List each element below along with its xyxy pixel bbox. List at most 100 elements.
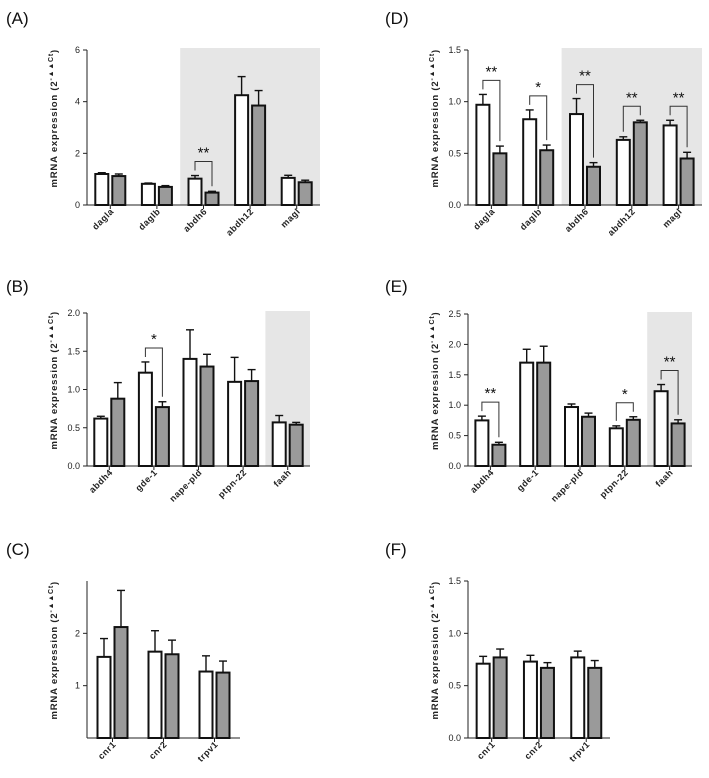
bar-treated bbox=[164, 653, 180, 739]
significance-label: ** bbox=[673, 89, 685, 106]
y-axis-label: mRNA expression (2-▲▲Ct) bbox=[429, 49, 441, 188]
y-tick-label: 1.0 bbox=[448, 628, 461, 638]
significance-bracket bbox=[576, 84, 594, 158]
bar-control bbox=[227, 380, 243, 468]
category-label: faah bbox=[272, 467, 294, 489]
bar-control bbox=[234, 94, 250, 206]
bar-treated bbox=[111, 175, 127, 206]
shaded-region bbox=[180, 48, 320, 205]
bar-treated bbox=[491, 443, 507, 468]
bar-control bbox=[653, 390, 669, 467]
significance-label: ** bbox=[579, 68, 591, 85]
bar-control bbox=[271, 421, 287, 467]
y-tick-label: 1.5 bbox=[448, 370, 461, 380]
bar-control bbox=[608, 427, 624, 467]
bar-treated bbox=[679, 157, 695, 206]
y-tick-label: 1 bbox=[75, 681, 80, 691]
significance-bracket bbox=[144, 347, 163, 397]
y-tick-label: 0.0 bbox=[448, 200, 461, 210]
y-tick-label: 0.5 bbox=[67, 423, 80, 433]
bar-control bbox=[137, 371, 153, 468]
bar-control bbox=[198, 670, 214, 740]
y-tick-label: 1.0 bbox=[67, 385, 80, 395]
panel-label: (B) bbox=[6, 277, 29, 296]
bar-treated bbox=[492, 656, 508, 740]
significance-label: * bbox=[535, 79, 541, 96]
significance-label: ** bbox=[664, 354, 676, 371]
panel-label: (F) bbox=[385, 540, 407, 559]
bar-control bbox=[474, 419, 490, 467]
y-tick-label: 0.0 bbox=[448, 461, 461, 471]
significance-bracket bbox=[622, 105, 641, 132]
category-label: abdh12 bbox=[606, 206, 637, 237]
bar-treated bbox=[288, 423, 304, 468]
category-label: abdh4 bbox=[468, 467, 496, 495]
bar-treated bbox=[199, 365, 215, 467]
panel-c: (C) mRNA expression (2-▲▲Ct) 1 2 cnr1 cnr2 trp… bbox=[6, 540, 240, 764]
category-label: ptpn-22 bbox=[598, 467, 631, 500]
category-label: trpv1 bbox=[196, 739, 220, 763]
bar-control bbox=[187, 177, 203, 206]
bar-control bbox=[475, 662, 491, 739]
bar-control bbox=[615, 138, 631, 206]
y-tick-label: 2 bbox=[75, 628, 80, 638]
bar-treated bbox=[110, 397, 126, 467]
y-tick-label: 6 bbox=[75, 45, 80, 55]
category-label: abdh6 bbox=[563, 206, 591, 234]
y-tick-label: 0.5 bbox=[448, 681, 461, 691]
bar-control bbox=[93, 417, 109, 468]
bar-control bbox=[522, 660, 538, 739]
bar-control bbox=[570, 656, 586, 740]
y-axis-label: mRNA expression (2-▲▲Ct) bbox=[429, 311, 441, 450]
category-label: dagla bbox=[90, 206, 116, 232]
bar-control bbox=[564, 406, 579, 467]
significance-label: ** bbox=[198, 145, 210, 162]
y-axis-label: mRNA expression (2-▲▲Ct) bbox=[429, 581, 441, 720]
bar-treated bbox=[539, 666, 555, 740]
y-tick-label: 1.0 bbox=[448, 97, 461, 107]
panel-b: (B) mRNA expression (2-▲▲Ct) 0.0 0.5 1.0 1.5 2… bbox=[6, 277, 310, 504]
panel-label: (E) bbox=[385, 277, 408, 296]
y-tick-label: 0.5 bbox=[448, 431, 461, 441]
bar-treated bbox=[536, 361, 552, 468]
y-axis-label: mRNA expression (2-▲▲Ct) bbox=[48, 311, 60, 450]
panel-label: (D) bbox=[385, 9, 409, 28]
bar-control bbox=[569, 113, 584, 206]
y-tick-label: 4 bbox=[75, 97, 80, 107]
significance-label: * bbox=[151, 331, 157, 348]
bar-treated bbox=[632, 121, 648, 206]
y-tick-label: 2 bbox=[75, 148, 80, 158]
significance-bracket bbox=[669, 105, 688, 148]
bar-control bbox=[96, 655, 112, 740]
bar-treated bbox=[251, 104, 267, 206]
y-axis-label: mRNA expression (2-▲▲Ct) bbox=[48, 49, 60, 188]
category-label: abdh6 bbox=[181, 206, 209, 234]
significance-bracket bbox=[615, 402, 634, 421]
y-tick-label: 1.5 bbox=[67, 346, 80, 356]
category-label: trpv1 bbox=[567, 739, 591, 763]
bar-control bbox=[519, 361, 535, 468]
significance-bracket bbox=[482, 79, 501, 142]
panel-a: (A) mRNA expression (2-▲▲Ct) 0 2 4 6 dagla dagl… bbox=[6, 9, 320, 238]
category-label: dagla bbox=[471, 206, 497, 232]
category-label: gde-1 bbox=[133, 467, 159, 493]
bar-treated bbox=[539, 149, 555, 207]
category-label: faah bbox=[653, 467, 675, 489]
panel-label: (A) bbox=[6, 9, 29, 28]
y-tick-label: 1.5 bbox=[448, 45, 461, 55]
y-tick-label: 0.0 bbox=[448, 733, 461, 743]
significance-label: ** bbox=[485, 385, 497, 402]
bar-control bbox=[280, 176, 296, 206]
bar-control bbox=[522, 118, 538, 206]
significance-bracket bbox=[194, 161, 213, 187]
category-label: ptpn-22 bbox=[216, 467, 249, 500]
bar-treated bbox=[492, 152, 508, 206]
y-tick-label: 0.5 bbox=[448, 148, 461, 158]
category-label: cnr1 bbox=[96, 739, 118, 761]
bar-treated bbox=[204, 191, 220, 207]
bar-treated bbox=[581, 415, 596, 468]
category-label: daglb bbox=[518, 206, 544, 232]
y-tick-label: 2.0 bbox=[67, 308, 80, 318]
bar-control bbox=[94, 173, 110, 206]
